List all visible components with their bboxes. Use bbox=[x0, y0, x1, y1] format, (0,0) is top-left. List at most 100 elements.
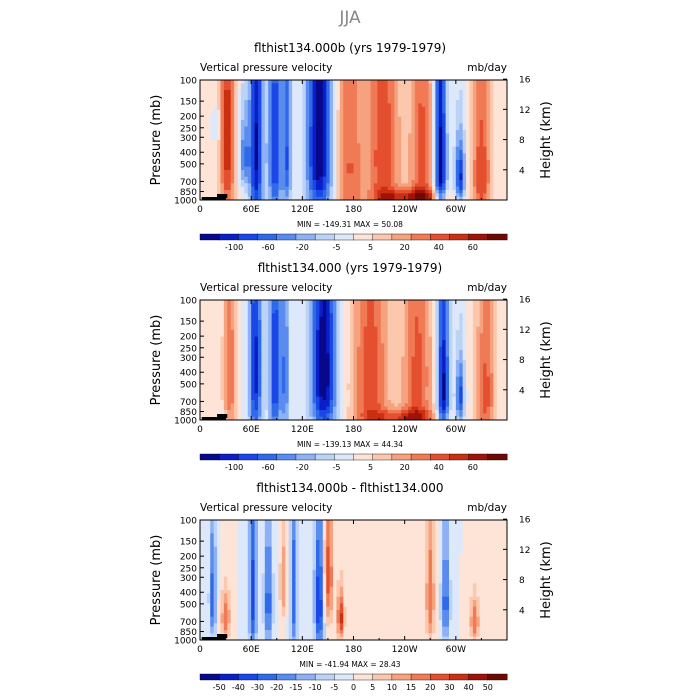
field-cell bbox=[217, 160, 221, 164]
field-cell bbox=[408, 300, 412, 304]
field-cell bbox=[230, 170, 235, 174]
field-cell bbox=[408, 183, 412, 188]
field-cell bbox=[281, 333, 286, 338]
field-cell bbox=[281, 140, 286, 144]
field-cell bbox=[435, 300, 440, 304]
field-cell bbox=[384, 116, 389, 121]
field-cell bbox=[391, 143, 395, 148]
field-cell bbox=[449, 163, 453, 168]
field-cell bbox=[292, 316, 296, 321]
field-cell bbox=[220, 83, 225, 88]
field-cell bbox=[435, 356, 440, 361]
field-cell bbox=[438, 156, 443, 161]
field-cell bbox=[411, 130, 416, 134]
field-cell bbox=[240, 80, 245, 84]
field-cell bbox=[223, 153, 228, 158]
field-cell bbox=[435, 180, 440, 184]
field-cell bbox=[203, 93, 208, 98]
field-cell bbox=[292, 106, 296, 111]
field-cell bbox=[418, 163, 423, 168]
field-cell bbox=[377, 100, 382, 104]
field-cell bbox=[206, 123, 211, 128]
field-cell bbox=[271, 103, 276, 108]
field-cell bbox=[500, 170, 504, 174]
field-cell bbox=[462, 326, 467, 331]
field-cell bbox=[455, 146, 460, 151]
field-cell bbox=[483, 343, 487, 348]
field-cell bbox=[350, 103, 354, 108]
field-cell bbox=[435, 96, 440, 101]
field-cell bbox=[418, 323, 423, 328]
field-cell bbox=[305, 340, 310, 344]
field-cell bbox=[356, 160, 361, 164]
field-cell bbox=[421, 353, 426, 358]
field-cell bbox=[486, 146, 491, 151]
field-cell bbox=[425, 113, 429, 118]
field-cell bbox=[200, 193, 204, 198]
field-cell bbox=[309, 143, 313, 148]
field-cell bbox=[377, 303, 382, 308]
field-cell bbox=[278, 333, 283, 338]
field-cell bbox=[503, 96, 508, 101]
field-cell bbox=[285, 146, 290, 151]
field-cell bbox=[469, 183, 474, 188]
field-cell bbox=[435, 93, 440, 98]
field-cell bbox=[302, 186, 307, 191]
field-cell bbox=[247, 333, 252, 338]
field-cell bbox=[247, 140, 252, 144]
field-cell bbox=[350, 343, 354, 348]
field-cell bbox=[449, 143, 453, 148]
field-cell bbox=[360, 183, 365, 188]
field-cell bbox=[223, 123, 228, 128]
field-cell bbox=[387, 173, 392, 178]
field-cell bbox=[370, 353, 375, 358]
field-cell bbox=[370, 100, 375, 104]
field-cell bbox=[479, 193, 484, 198]
field-cell bbox=[353, 90, 358, 94]
field-cell bbox=[479, 153, 484, 158]
field-cell bbox=[425, 346, 429, 351]
field-cell bbox=[373, 96, 378, 101]
field-cell bbox=[329, 186, 334, 191]
field-cell bbox=[459, 90, 464, 94]
field-cell bbox=[210, 330, 215, 334]
field-cell bbox=[449, 323, 453, 328]
field-cell bbox=[425, 300, 429, 304]
field-cell bbox=[227, 126, 232, 131]
field-cell bbox=[459, 300, 464, 304]
field-cell bbox=[227, 96, 232, 101]
field-cell bbox=[257, 103, 262, 108]
field-cell bbox=[466, 350, 470, 354]
field-cell bbox=[210, 126, 215, 131]
field-cell bbox=[360, 130, 365, 134]
field-cell bbox=[452, 146, 457, 151]
field-cell bbox=[237, 343, 242, 348]
field-cell bbox=[295, 320, 300, 324]
field-cell bbox=[425, 330, 429, 334]
field-cell bbox=[462, 300, 467, 304]
field-cell bbox=[353, 346, 358, 351]
field-cell bbox=[367, 96, 371, 101]
field-cell bbox=[462, 110, 467, 114]
field-cell bbox=[377, 173, 382, 178]
field-cell bbox=[329, 340, 334, 344]
field-cell bbox=[343, 103, 348, 108]
field-cell bbox=[268, 330, 273, 334]
field-cell bbox=[503, 323, 508, 328]
field-cell bbox=[384, 106, 389, 111]
field-cell bbox=[312, 100, 317, 104]
field-cell bbox=[217, 330, 221, 334]
field-cell bbox=[438, 300, 443, 304]
field-cell bbox=[469, 100, 474, 104]
field-cell bbox=[305, 306, 310, 311]
field-cell bbox=[346, 346, 351, 351]
field-cell bbox=[237, 353, 242, 358]
field-cell bbox=[394, 160, 399, 164]
field-cell bbox=[210, 116, 215, 121]
field-cell bbox=[295, 150, 300, 154]
field-cell bbox=[343, 350, 348, 354]
field-cell bbox=[370, 150, 375, 154]
field-cell bbox=[302, 130, 307, 134]
field-cell bbox=[326, 173, 331, 178]
field-cell bbox=[281, 173, 286, 178]
